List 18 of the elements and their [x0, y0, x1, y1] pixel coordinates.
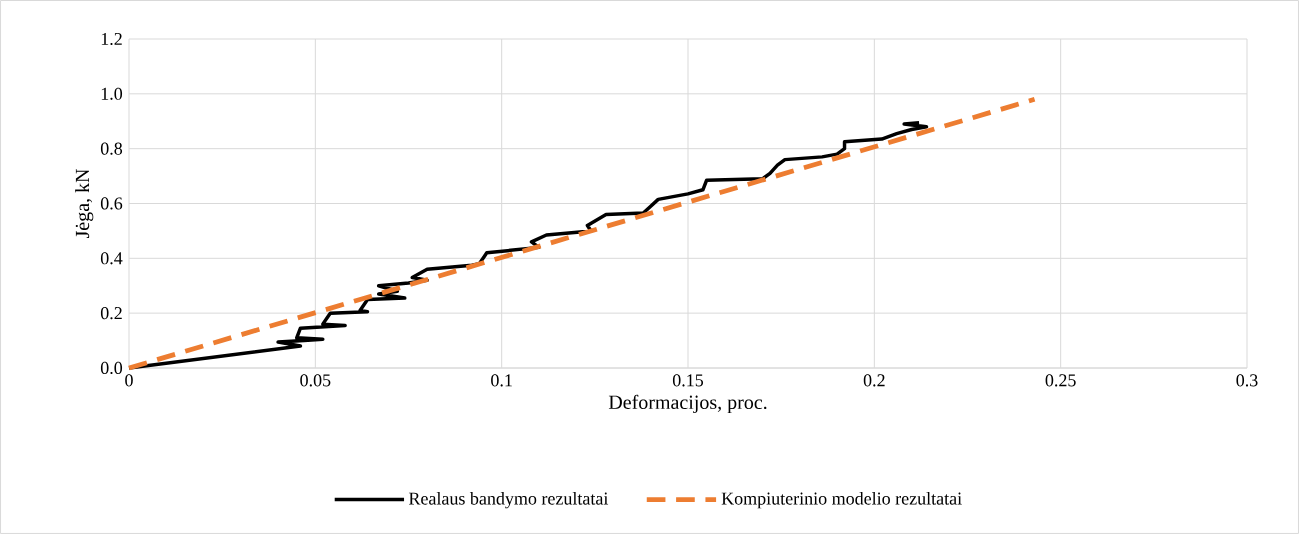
x-tick-label: 0.15: [672, 374, 704, 387]
y-tick-label: 0.4: [100, 252, 123, 265]
x-axis-title: Deformacijos, proc.: [608, 394, 767, 414]
y-axis-title: Jėga, kN: [75, 168, 94, 239]
legend-label: Realaus bandymo rezultatai: [408, 491, 609, 509]
x-tick-label: 0.25: [1045, 374, 1076, 387]
y-tick-label: 0.6: [100, 197, 123, 210]
y-tick-label: 1.2: [101, 32, 122, 46]
x-tick-label: 0: [125, 374, 133, 387]
x-tick-label: 0.3: [1236, 374, 1258, 387]
y-tick-label: 1.0: [101, 87, 123, 100]
y-tick-label: 0.0: [100, 361, 123, 375]
y-tick-label: 0.2: [100, 307, 122, 320]
x-tick-label: 0.05: [300, 374, 331, 387]
x-tick-label: 0.2: [863, 374, 885, 387]
y-tick-label: 0.8: [100, 142, 123, 155]
x-tick-label: 0.1: [491, 374, 512, 387]
legend-label: Kompiuterinio modelio rezultatai: [721, 491, 962, 509]
